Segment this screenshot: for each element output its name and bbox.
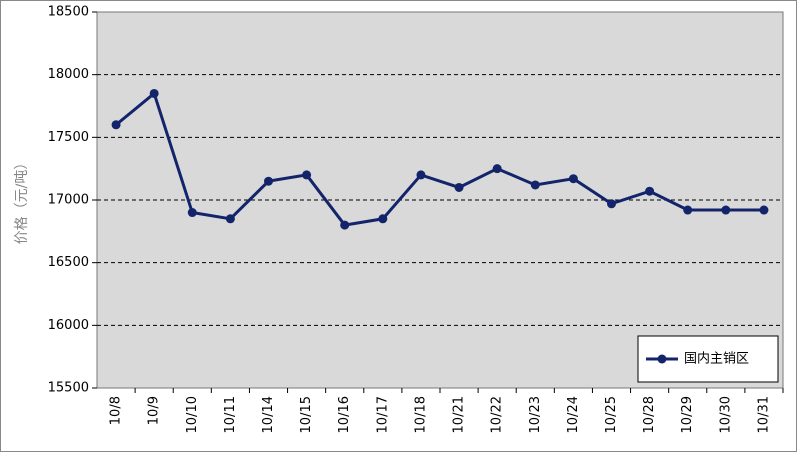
x-tick-label: 10/29 xyxy=(680,396,695,433)
x-tick-label: 10/30 xyxy=(718,396,733,433)
y-tick-label: 18500 xyxy=(48,5,89,20)
x-tick-label: 10/8 xyxy=(109,396,124,425)
data-point xyxy=(149,88,159,98)
y-tick-label: 17500 xyxy=(48,130,89,145)
series-line xyxy=(115,90,764,227)
data-point xyxy=(759,205,769,215)
x-tick-label: 10/22 xyxy=(490,396,505,433)
y-axis-label: 价格（元/吨） xyxy=(14,156,30,245)
x-tick-label: 10/21 xyxy=(452,396,467,433)
data-point xyxy=(645,186,655,196)
x-tick-label: 10/25 xyxy=(604,396,619,433)
data-point xyxy=(302,170,312,180)
data-point xyxy=(454,182,464,192)
x-tick-label: 10/11 xyxy=(223,396,238,433)
data-point xyxy=(530,180,540,190)
x-tick-label: 10/18 xyxy=(413,396,428,433)
y-tick-label: 17000 xyxy=(48,193,89,208)
data-point xyxy=(111,120,121,130)
x-tick-label: 10/16 xyxy=(337,396,352,433)
legend-label: 国内主销区 xyxy=(684,351,749,367)
data-point xyxy=(607,199,616,209)
data-point xyxy=(568,174,578,184)
x-tick-label: 10/17 xyxy=(375,396,390,433)
data-point xyxy=(187,208,197,218)
x-tick-label: 10/31 xyxy=(756,396,771,433)
y-tick-label: 16500 xyxy=(48,255,89,270)
x-tick-label: 10/15 xyxy=(299,396,314,433)
data-point xyxy=(683,205,693,215)
x-tick-label: 10/28 xyxy=(642,396,657,433)
x-tick-label: 10/14 xyxy=(261,396,276,433)
data-point xyxy=(721,205,731,215)
data-point xyxy=(264,176,273,186)
data-point xyxy=(416,170,426,180)
x-tick-label: 10/24 xyxy=(566,396,581,433)
data-point xyxy=(340,220,350,230)
y-tick-label: 16000 xyxy=(48,318,89,333)
legend-marker xyxy=(657,354,667,364)
x-tick-label: 10/23 xyxy=(528,396,543,433)
y-tick-label: 18000 xyxy=(48,67,89,82)
x-tick-label: 10/9 xyxy=(147,396,162,425)
data-point xyxy=(225,214,235,224)
x-tick-label: 10/10 xyxy=(185,396,200,433)
data-point xyxy=(378,214,388,224)
y-tick-label: 15500 xyxy=(48,381,89,396)
data-point xyxy=(492,164,502,174)
